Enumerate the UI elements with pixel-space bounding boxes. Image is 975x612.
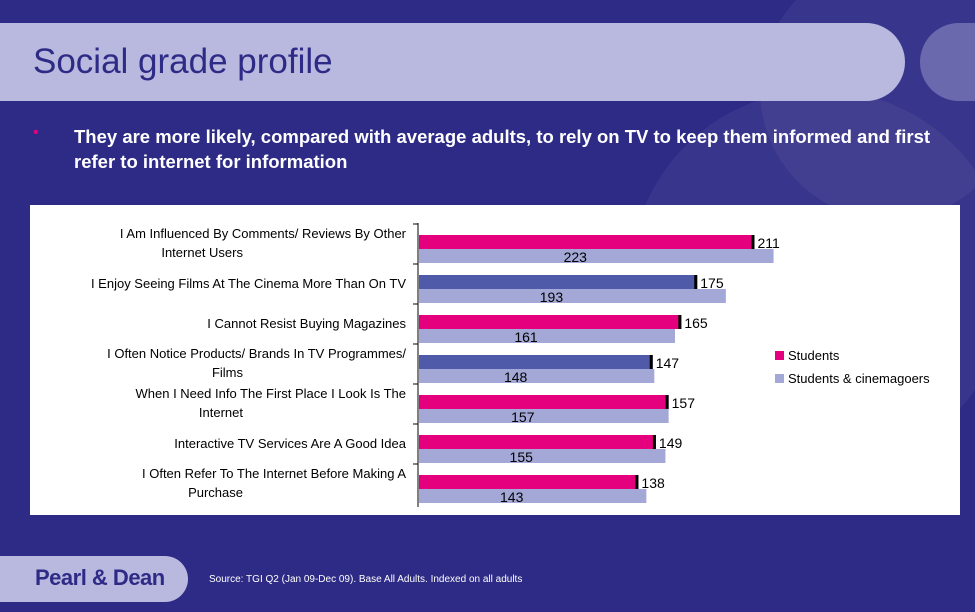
bar-cinemagoers [419,329,675,343]
title-bar [0,23,905,101]
data-label: 138 [641,475,665,491]
bar-students [419,395,669,409]
bar-students [419,435,656,449]
data-label: 211 [757,235,780,251]
bullet-text: They are more likely, compared with aver… [74,126,931,172]
bar-end-marker [694,275,698,289]
category-label: I Often Notice Products/ Brands In TV Pr… [107,346,406,380]
pearl-and-dean-logo: Pearl & Dean [35,565,165,590]
data-label: 155 [510,449,534,465]
bar-cinemagoers [419,409,669,423]
category-label: I Enjoy Seeing Films At The Cinema More … [91,276,406,291]
bullet-marker: • [33,124,39,141]
slide-title: Social grade profile [33,42,333,81]
data-label: 149 [659,435,683,451]
bar-cinemagoers [419,289,726,303]
data-label: 147 [656,355,680,371]
data-label: 193 [540,289,564,305]
legend-label: Students & cinemagoers [788,371,930,386]
bar-students [419,475,639,489]
bar-end-marker [665,395,669,409]
data-label: 157 [672,395,696,411]
bar-students [419,275,698,289]
bar-chart: I Am Influenced By Comments/ Reviews By … [91,223,930,507]
bar-cinemagoers [419,369,655,383]
legend-swatch [775,374,784,383]
data-label: 148 [504,369,528,385]
bar-students [419,355,653,369]
bar-end-marker [635,475,639,489]
bar-end-marker [678,315,682,329]
bar-students [419,315,682,329]
legend-swatch [775,351,784,360]
category-label: I Often Refer To The Internet Before Mak… [142,466,406,500]
category-label: I Cannot Resist Buying Magazines [207,316,406,331]
chart-panel: I Am Influenced By Comments/ Reviews By … [30,205,960,515]
category-label: Interactive TV Services Are A Good Idea [174,436,406,451]
bar-students [419,235,755,249]
bar-end-marker [652,435,656,449]
legend-label: Students [788,348,840,363]
footer-logo-bar [0,556,188,602]
data-label: 143 [500,489,524,505]
data-label: 223 [564,249,588,265]
data-label: 161 [514,329,538,345]
bar-end-marker [649,355,653,369]
data-label: 157 [511,409,535,425]
bar-end-marker [751,235,755,249]
source-note: Source: TGI Q2 (Jan 09-Dec 09). Base All… [209,574,523,585]
category-label: When I Need Info The First Place I Look … [136,386,407,420]
bar-cinemagoers [419,449,666,463]
bar-cinemagoers [419,489,647,503]
bar-cinemagoers [419,249,774,263]
category-label: I Am Influenced By Comments/ Reviews By … [120,226,407,260]
data-label: 175 [700,275,724,291]
title-bar-accent [920,23,975,101]
data-label: 165 [684,315,708,331]
